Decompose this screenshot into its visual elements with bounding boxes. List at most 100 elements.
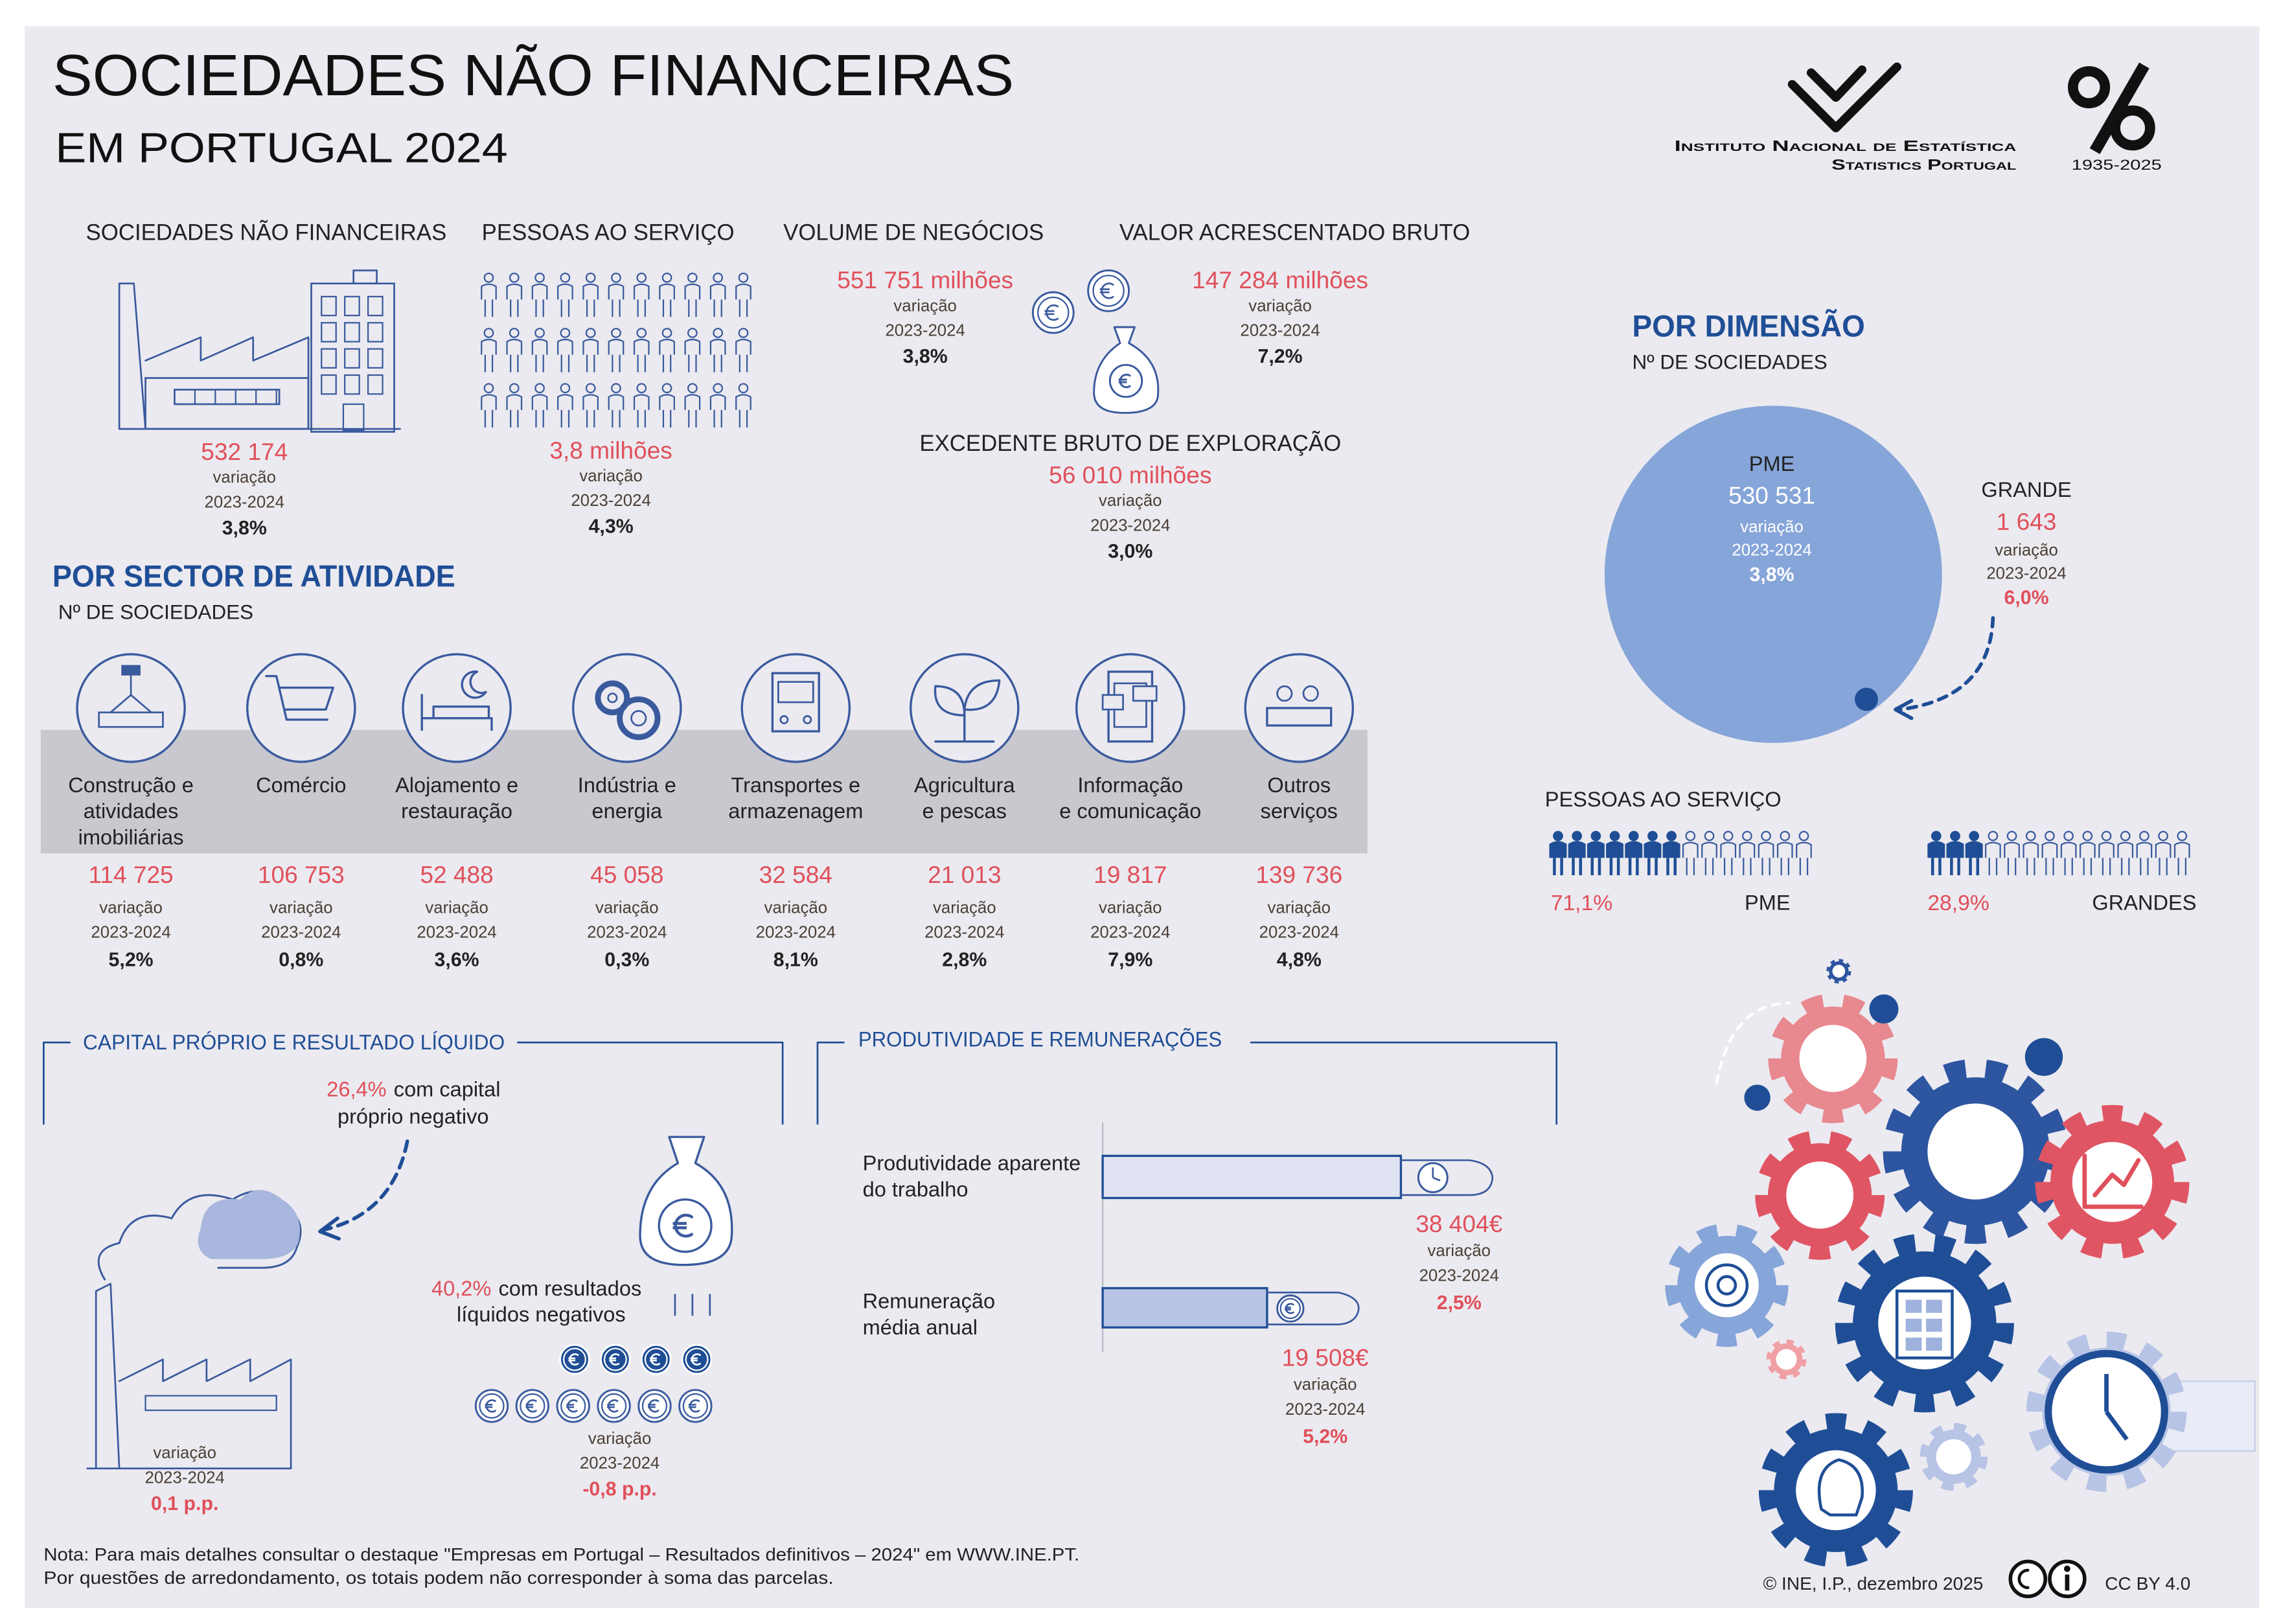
sector-label: Construção e xyxy=(68,773,194,797)
person-body xyxy=(1682,841,1699,876)
sector-period: 2023-2024 xyxy=(91,924,170,942)
person-head xyxy=(534,272,545,283)
person-body xyxy=(1701,841,1717,876)
equity-note: 40,2% com resultados xyxy=(431,1276,641,1299)
decor-rect xyxy=(321,322,337,343)
decor-rect xyxy=(344,322,360,343)
sector-label: Indústria e xyxy=(578,773,676,797)
kpi-change: 7,2% xyxy=(1258,346,1303,367)
person-body xyxy=(709,283,726,317)
person-head xyxy=(661,272,672,283)
person-icon xyxy=(684,328,701,372)
dashed-arrow xyxy=(1897,616,1995,712)
coin-icon xyxy=(1031,291,1075,334)
size-change: 6,0% xyxy=(2004,588,2048,609)
money-bag xyxy=(639,1136,733,1266)
person-body xyxy=(1587,841,1605,876)
sector-icon xyxy=(246,653,356,763)
decor-rect xyxy=(98,711,164,728)
person-head xyxy=(2045,830,2055,841)
decor-circle xyxy=(595,680,630,716)
person-icon xyxy=(557,383,573,428)
decor-rect xyxy=(321,348,337,369)
sector-change: 8,1% xyxy=(774,950,818,971)
productivity-change: 2,5% xyxy=(1437,1292,1482,1314)
section-heading: CAPITAL PRÓPRIO E RESULTADO LÍQUIDO xyxy=(83,1030,505,1054)
person-icon xyxy=(1682,830,1699,876)
person-head xyxy=(560,328,571,338)
decor-rect xyxy=(344,295,360,317)
person-body xyxy=(2004,841,2020,876)
decor-rect xyxy=(367,374,384,395)
decor-rect xyxy=(777,681,814,703)
kpi-period: 2023-2024 xyxy=(571,492,650,510)
person-body xyxy=(1644,841,1662,876)
person-body xyxy=(633,338,650,372)
decor-circle xyxy=(644,1347,668,1371)
person-head xyxy=(611,272,621,283)
equity-note: 26,4% com capital xyxy=(327,1077,500,1101)
person-head xyxy=(1590,830,1601,841)
size-label: GRANDE xyxy=(1981,478,2071,501)
person-head xyxy=(2063,830,2074,841)
productivity-bar xyxy=(1101,1154,1403,1200)
gear-icon xyxy=(2072,1141,2153,1222)
person-icon xyxy=(1796,830,1812,876)
gear-icon xyxy=(1835,1233,2014,1413)
decor-rect xyxy=(1132,685,1158,702)
person-icon xyxy=(2004,830,2020,876)
person-head xyxy=(534,383,545,394)
sector-value: 45 058 xyxy=(590,861,663,888)
sector-variation-label: variação xyxy=(1099,899,1162,917)
person-head xyxy=(560,272,571,283)
person-body xyxy=(557,394,573,428)
decor-circle xyxy=(560,1393,586,1419)
person-head xyxy=(1761,830,1771,841)
sector-label: energia xyxy=(592,799,663,823)
by-icon xyxy=(2063,1565,2070,1572)
sector-period: 2023-2024 xyxy=(1090,924,1170,942)
sector-value: 114 725 xyxy=(89,861,174,888)
person-icon xyxy=(557,328,573,372)
person-head xyxy=(1666,830,1677,841)
decor-circle xyxy=(479,1393,505,1419)
decor-rect xyxy=(1266,707,1333,727)
person-head xyxy=(687,272,698,283)
size-change: 3,8% xyxy=(1750,564,1794,586)
person-icon xyxy=(684,272,701,317)
decor-circle xyxy=(601,1393,627,1419)
person-head xyxy=(1742,830,1752,841)
sector-change: 7,9% xyxy=(1108,950,1152,971)
person-body xyxy=(1720,841,1737,876)
sector-period: 2023-2024 xyxy=(924,924,1004,942)
sector-icon xyxy=(76,653,186,763)
person-body xyxy=(2173,841,2190,876)
decor-rect xyxy=(367,348,384,369)
section-title: POR SECTOR DE ATIVIDADE xyxy=(52,559,455,593)
person-head xyxy=(585,328,596,338)
decor-circle xyxy=(682,1393,709,1419)
sector-label: imobiliárias xyxy=(78,826,184,849)
gear-icon xyxy=(1758,1413,1913,1568)
person-icon xyxy=(2173,830,2190,876)
person-body xyxy=(2155,841,2172,876)
employment-share: 71,1% xyxy=(1551,891,1612,915)
person-head xyxy=(509,272,520,283)
kpi-value: 56 010 milhões xyxy=(1049,461,1211,488)
sector-change: 3,6% xyxy=(435,950,479,971)
person-body xyxy=(684,283,701,317)
gear-icon xyxy=(1665,1223,1789,1347)
gear-icon xyxy=(1826,959,1851,984)
decor-rect xyxy=(771,672,820,733)
factory-icon xyxy=(86,1283,292,1470)
productivity-value: 38 404€ xyxy=(1416,1210,1502,1237)
person-body xyxy=(735,338,751,372)
sector-label: e comunicação xyxy=(1059,799,1201,823)
employment-label: PME xyxy=(1745,891,1791,915)
person-icon xyxy=(709,272,726,317)
cloud-icon xyxy=(198,1190,301,1259)
person-icon xyxy=(506,383,523,428)
sector-label: serviços xyxy=(1261,799,1338,823)
calculator-key xyxy=(1926,1318,1942,1332)
equity-text: com resultados xyxy=(499,1276,642,1299)
